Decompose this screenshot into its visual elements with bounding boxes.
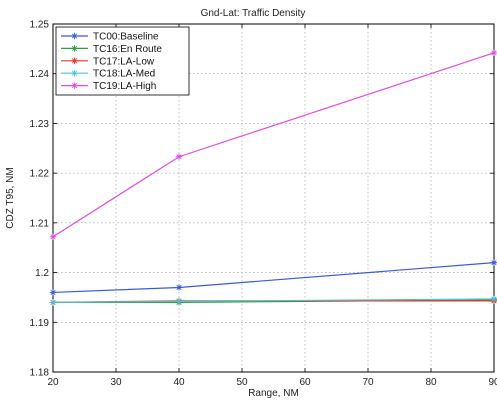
axis-ticks: 20 30 40 50 60 70 80 90 1.18 1.19 1.2 1.21 1.22 1.23 1… bbox=[30, 20, 497, 389]
data-point bbox=[490, 49, 497, 57]
y-tick-label: 1.19 bbox=[30, 318, 50, 329]
data-point bbox=[49, 289, 57, 296]
series-layer bbox=[49, 49, 497, 306]
legend-entry: TC00:Baseline bbox=[61, 32, 159, 43]
data-point bbox=[49, 233, 57, 240]
x-tick-label: 70 bbox=[362, 377, 374, 388]
series-4 bbox=[49, 49, 497, 240]
legend-marker bbox=[71, 82, 78, 89]
legend-label: TC00:Baseline bbox=[93, 32, 159, 43]
x-tick-label: 40 bbox=[173, 377, 185, 388]
x-tick-label: 20 bbox=[47, 377, 59, 388]
y-tick-label: 1.24 bbox=[30, 69, 50, 80]
x-axis-label: Range, NM bbox=[248, 388, 299, 399]
data-point bbox=[490, 295, 497, 303]
y-tick-label: 1.2 bbox=[35, 268, 49, 279]
legend-label: TC17:LA-Low bbox=[93, 56, 155, 67]
x-tick-label: 50 bbox=[236, 377, 248, 388]
plot-frame bbox=[52, 23, 495, 373]
data-point bbox=[175, 298, 183, 305]
series-3 bbox=[49, 295, 497, 306]
series-0 bbox=[49, 259, 497, 296]
legend-marker bbox=[71, 45, 78, 52]
legend-marker bbox=[71, 32, 78, 40]
y-tick-label: 1.22 bbox=[30, 169, 50, 180]
y-tick-label: 1.18 bbox=[30, 368, 50, 379]
legend-marker bbox=[71, 57, 78, 64]
data-point bbox=[175, 153, 183, 160]
y-axis-label: CDZ T95, NM bbox=[5, 167, 16, 229]
legend-entry: TC18:LA-Med bbox=[61, 69, 155, 80]
x-tick-label: 90 bbox=[488, 377, 497, 388]
data-point bbox=[490, 259, 497, 266]
legend-entry: TC19:LA-High bbox=[61, 81, 156, 92]
data-point bbox=[49, 299, 57, 306]
x-tick-label: 30 bbox=[110, 377, 122, 388]
x-tick-label: 60 bbox=[299, 377, 311, 388]
legend-label: TC19:LA-High bbox=[93, 81, 156, 92]
y-tick-label: 1.21 bbox=[30, 218, 50, 229]
y-tick-label: 1.25 bbox=[30, 20, 50, 31]
chart-title: Gnd-Lat: Traffic Density bbox=[201, 8, 306, 19]
legend-label: TC18:LA-Med bbox=[93, 69, 155, 80]
legend-label: TC16:En Route bbox=[93, 44, 162, 55]
legend-entry: TC16:En Route bbox=[61, 44, 162, 55]
series-line bbox=[52, 262, 495, 294]
x-tick-label: 80 bbox=[425, 377, 437, 388]
legend-marker bbox=[71, 70, 78, 77]
legend-entry: TC17:LA-Low bbox=[61, 56, 155, 67]
y-tick-label: 1.23 bbox=[30, 119, 50, 130]
data-point bbox=[175, 284, 183, 291]
